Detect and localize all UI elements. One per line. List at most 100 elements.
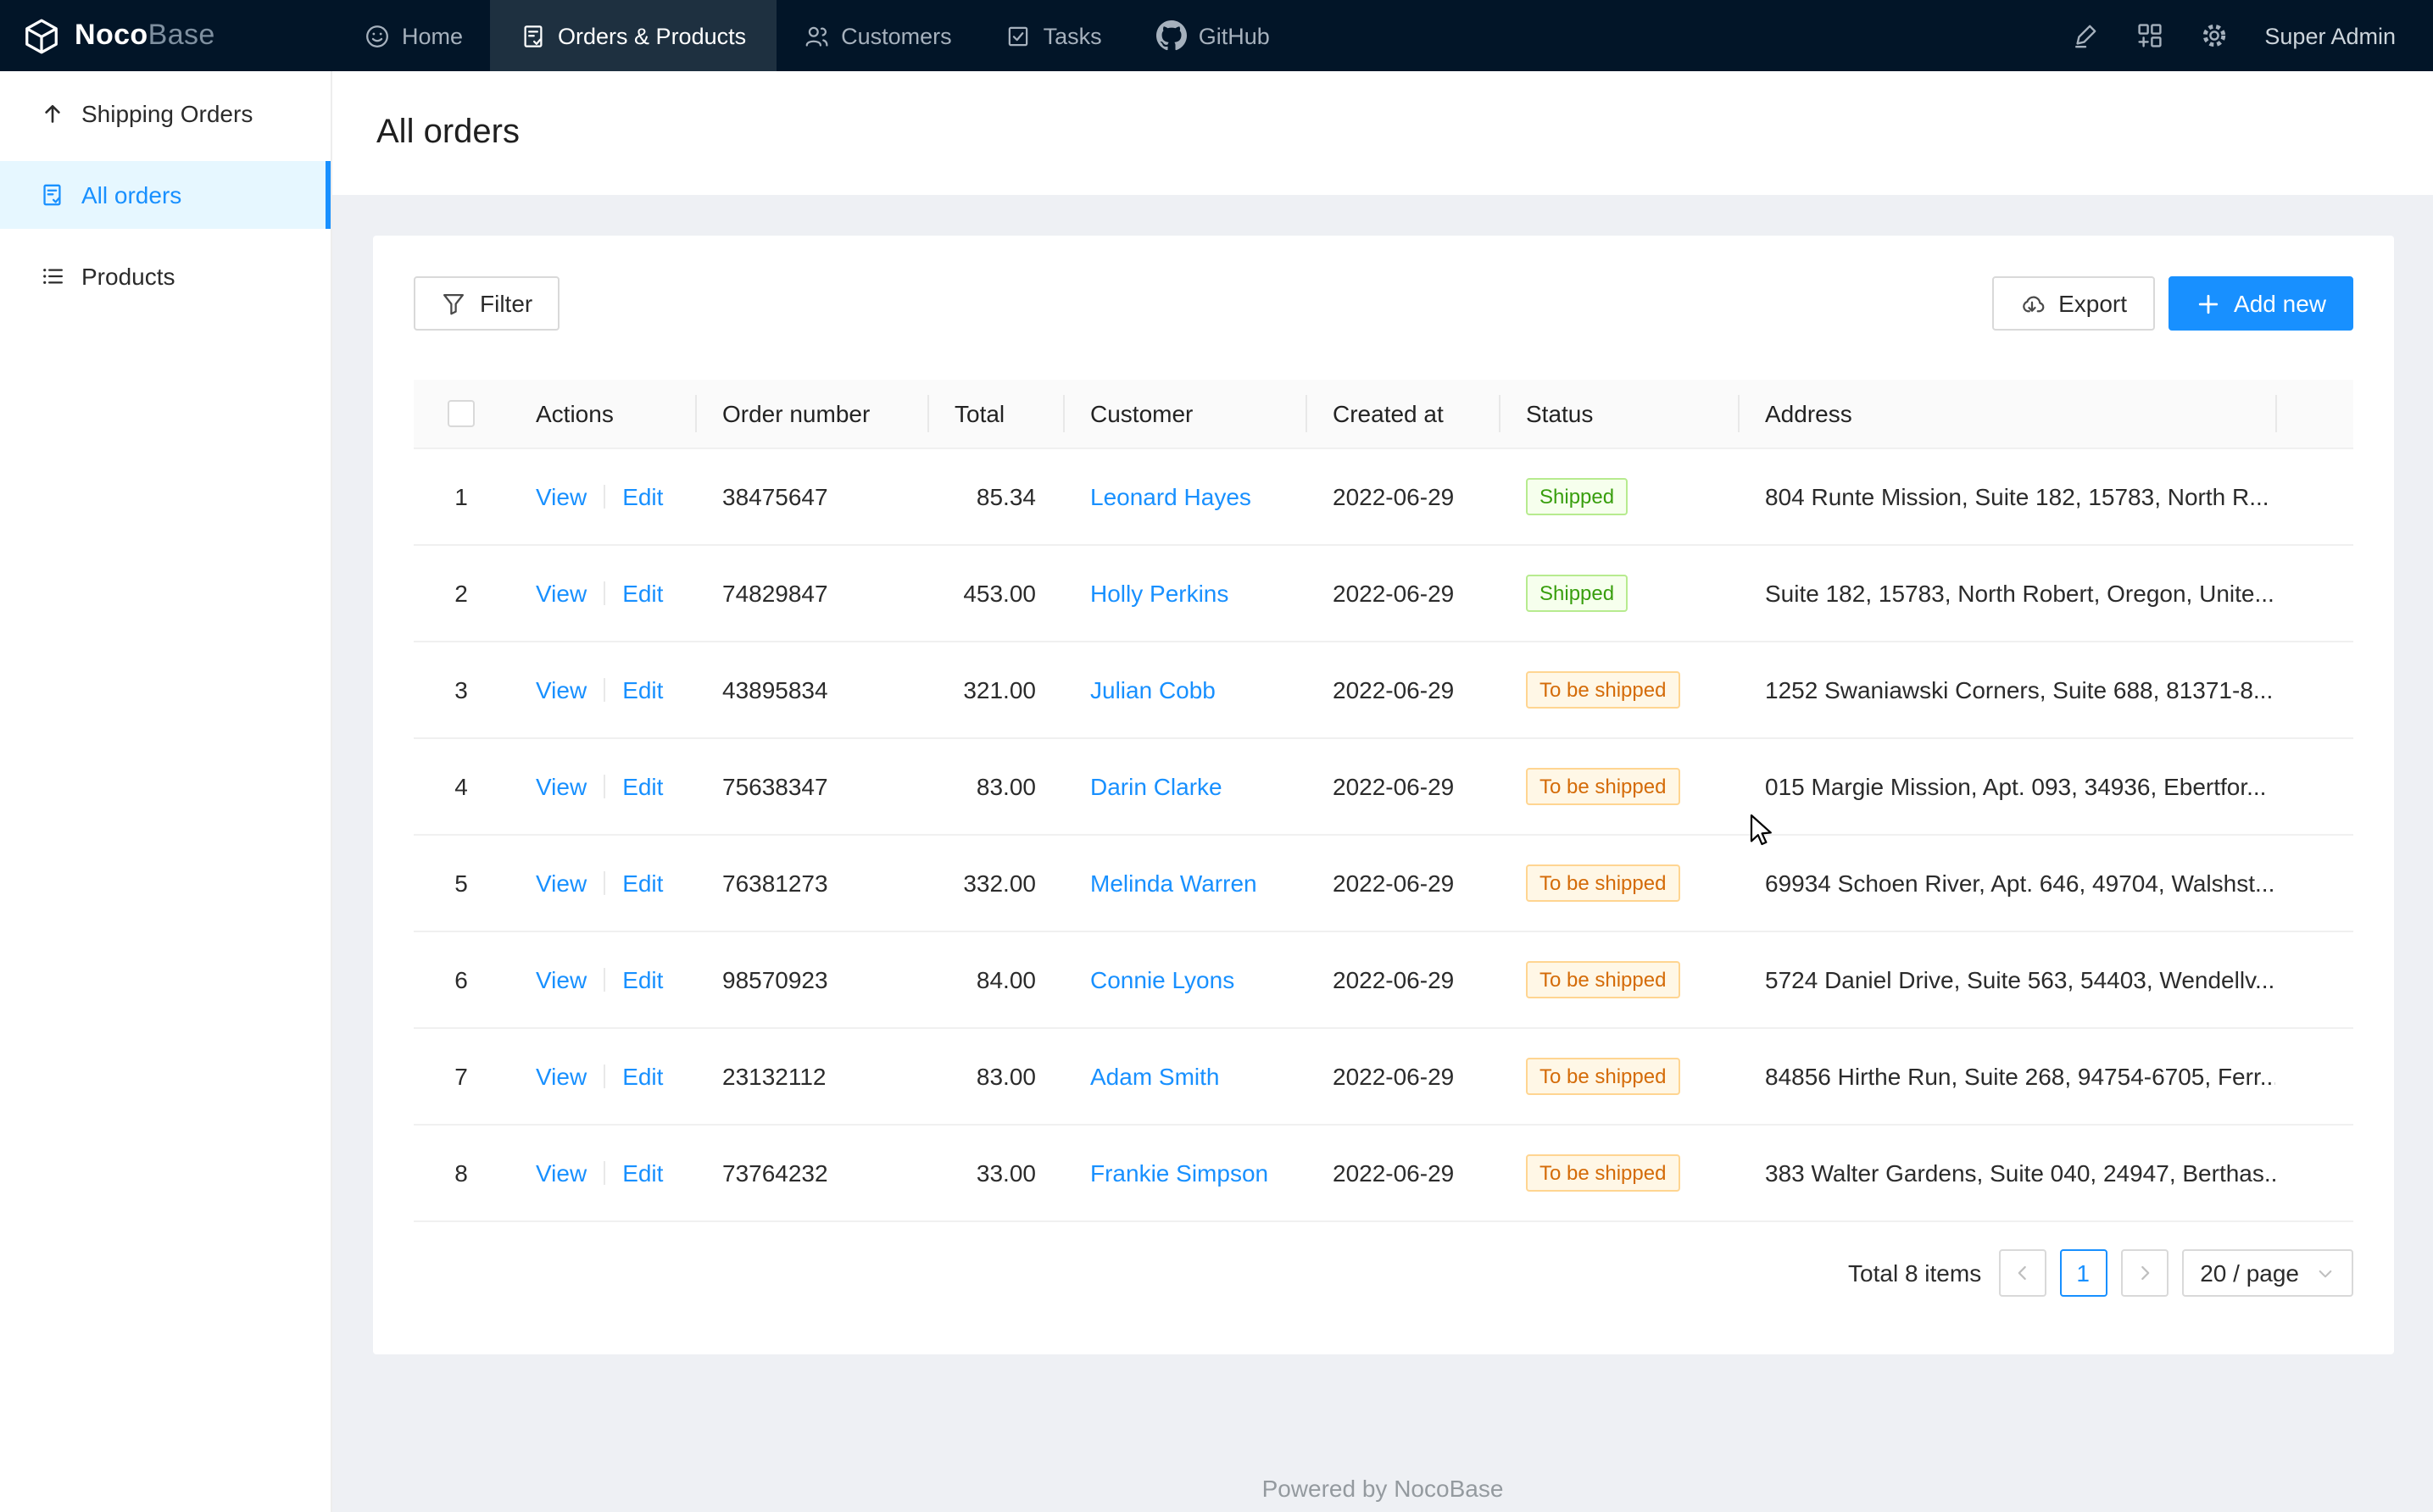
view-link[interactable]: View [536, 1159, 587, 1187]
view-link[interactable]: View [536, 580, 587, 607]
table-toolbar: Filter Export Add new [414, 276, 2353, 331]
action-divider [604, 1161, 605, 1185]
nav-item-label: Home [402, 23, 463, 48]
edit-link[interactable]: Edit [622, 966, 663, 993]
edit-link[interactable]: Edit [622, 580, 663, 607]
cell-created-at: 2022-06-29 [1306, 449, 1499, 544]
row-index: 8 [414, 1126, 509, 1220]
view-link[interactable]: View [536, 773, 587, 800]
customer-link[interactable]: Melinda Warren [1090, 870, 1257, 897]
nav-item-label: Orders & Products [558, 23, 746, 48]
sidebar: Shipping Orders All orders Products [0, 71, 332, 1512]
export-button[interactable]: Export [1992, 276, 2154, 331]
edit-link[interactable]: Edit [622, 1159, 663, 1187]
nav-menu: Home Orders & Products Customers [337, 0, 2071, 71]
edit-link[interactable]: Edit [622, 676, 663, 703]
add-new-button[interactable]: Add new [2168, 276, 2353, 331]
edit-link[interactable]: Edit [622, 483, 663, 510]
row-actions: View Edit [509, 546, 695, 641]
cell-customer: Adam Smith [1063, 1029, 1306, 1124]
chevron-down-icon [2316, 1264, 2335, 1282]
view-link[interactable]: View [536, 870, 587, 897]
customer-link[interactable]: Frankie Simpson [1090, 1159, 1268, 1187]
highlighter-icon[interactable] [2071, 22, 2098, 49]
view-link[interactable]: View [536, 676, 587, 703]
nav-item-tasks[interactable]: Tasks [979, 0, 1129, 71]
blocks-plus-icon[interactable] [2135, 22, 2163, 49]
order-check-icon [41, 183, 64, 207]
footer-credit: Powered by NocoBase [332, 1475, 2433, 1502]
cell-customer: Frankie Simpson [1063, 1126, 1306, 1220]
status-badge: To be shipped [1526, 671, 1679, 709]
customer-link[interactable]: Julian Cobb [1090, 676, 1216, 703]
cell-order-number: 23132112 [695, 1029, 927, 1124]
cell-address: 69934 Schoen River, Apt. 646, 49704, Wal… [1738, 836, 2275, 931]
main-content: All orders Filter Export [332, 71, 2433, 1512]
pagination-prev-button[interactable] [1998, 1249, 2046, 1297]
nav-item-home[interactable]: Home [337, 0, 490, 71]
cell-customer: Julian Cobb [1063, 642, 1306, 737]
customer-link[interactable]: Connie Lyons [1090, 966, 1234, 993]
status-badge: To be shipped [1526, 961, 1679, 998]
order-file-icon [521, 23, 546, 48]
cell-order-number: 98570923 [695, 932, 927, 1027]
cell-order-number: 76381273 [695, 836, 927, 931]
customer-link[interactable]: Holly Perkins [1090, 580, 1228, 607]
sidebar-item-label: Shipping Orders [81, 100, 253, 127]
nav-item-orders-products[interactable]: Orders & Products [490, 0, 777, 71]
action-divider [604, 678, 605, 702]
table-row: 1 View Edit 38475647 85.34 Leonard Hayes… [414, 449, 2353, 546]
sidebar-item-all-orders[interactable]: All orders [0, 161, 331, 229]
column-header-created-at: Created at [1306, 380, 1499, 447]
cell-order-number: 74829847 [695, 546, 927, 641]
plus-icon [2195, 291, 2220, 316]
nocobase-logo[interactable]: NocoBase [0, 0, 337, 71]
chevron-right-icon [2134, 1263, 2154, 1283]
pagination-page-1[interactable]: 1 [2059, 1249, 2107, 1297]
page-size-select[interactable]: 20 / page [2181, 1249, 2353, 1297]
cell-created-at: 2022-06-29 [1306, 739, 1499, 834]
status-badge: To be shipped [1526, 864, 1679, 902]
select-all-checkbox[interactable] [448, 400, 475, 427]
cell-created-at: 2022-06-29 [1306, 1126, 1499, 1220]
nav-item-customers[interactable]: Customers [777, 0, 979, 71]
row-actions: View Edit [509, 1029, 695, 1124]
cell-address: 015 Margie Mission, Apt. 093, 34936, Ebe… [1738, 739, 2275, 834]
filter-button[interactable]: Filter [414, 276, 560, 331]
edit-link[interactable]: Edit [622, 1063, 663, 1090]
sidebar-item-shipping-orders[interactable]: Shipping Orders [0, 80, 331, 147]
table-row: 3 View Edit 43895834 321.00 Julian Cobb … [414, 642, 2353, 739]
column-header-total: Total [927, 380, 1063, 447]
view-link[interactable]: View [536, 966, 587, 993]
pagination-next-button[interactable] [2120, 1249, 2168, 1297]
row-index: 3 [414, 642, 509, 737]
edit-link[interactable]: Edit [622, 870, 663, 897]
view-link[interactable]: View [536, 483, 587, 510]
status-badge: To be shipped [1526, 1058, 1679, 1095]
action-divider [604, 871, 605, 895]
github-icon [1156, 20, 1187, 51]
view-link[interactable]: View [536, 1063, 587, 1090]
column-header-address: Address [1738, 380, 2275, 447]
edit-link[interactable]: Edit [622, 773, 663, 800]
cell-created-at: 2022-06-29 [1306, 836, 1499, 931]
cell-total: 332.00 [927, 836, 1063, 931]
gear-icon[interactable] [2200, 22, 2227, 49]
table-row: 7 View Edit 23132112 83.00 Adam Smith 20… [414, 1029, 2353, 1126]
orders-table-card: Filter Export Add new [373, 236, 2394, 1354]
row-index: 5 [414, 836, 509, 931]
cell-status: Shipped [1499, 449, 1738, 544]
cell-spacer [2275, 546, 2353, 641]
user-menu[interactable]: Super Admin [2264, 23, 2396, 48]
cell-created-at: 2022-06-29 [1306, 1029, 1499, 1124]
cell-total: 453.00 [927, 546, 1063, 641]
customer-link[interactable]: Leonard Hayes [1090, 483, 1251, 510]
row-index: 7 [414, 1029, 509, 1124]
status-badge: Shipped [1526, 575, 1628, 612]
sidebar-item-products[interactable]: Products [0, 242, 331, 310]
cell-status: To be shipped [1499, 836, 1738, 931]
nav-item-github[interactable]: GitHub [1129, 0, 1297, 71]
customer-link[interactable]: Darin Clarke [1090, 773, 1222, 800]
action-divider [604, 1065, 605, 1088]
customer-link[interactable]: Adam Smith [1090, 1063, 1220, 1090]
